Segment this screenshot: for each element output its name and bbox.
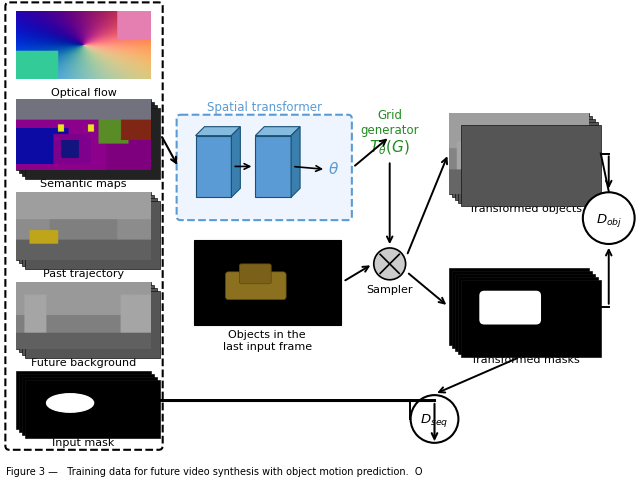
Text: Grid
generator: Grid generator <box>360 109 419 137</box>
Polygon shape <box>291 127 300 197</box>
FancyBboxPatch shape <box>239 264 271 284</box>
FancyBboxPatch shape <box>456 274 595 351</box>
FancyBboxPatch shape <box>449 268 589 345</box>
Text: $D_{seq}$: $D_{seq}$ <box>420 412 449 429</box>
FancyBboxPatch shape <box>19 195 154 263</box>
Text: $D_{obj}$: $D_{obj}$ <box>596 212 622 228</box>
FancyBboxPatch shape <box>458 277 598 355</box>
Text: $T_\theta(G)$: $T_\theta(G)$ <box>369 139 410 157</box>
FancyBboxPatch shape <box>458 122 598 203</box>
Text: Transformed masks: Transformed masks <box>471 355 579 365</box>
FancyBboxPatch shape <box>26 291 160 358</box>
FancyBboxPatch shape <box>22 377 157 435</box>
Circle shape <box>583 192 635 244</box>
FancyBboxPatch shape <box>26 380 160 438</box>
Text: Spatial transformer: Spatial transformer <box>207 101 322 114</box>
Text: Past trajectory: Past trajectory <box>43 269 124 279</box>
Ellipse shape <box>47 394 93 412</box>
Text: Figure 3 —   Training data for future video synthesis with object motion predict: Figure 3 — Training data for future vide… <box>6 467 423 477</box>
FancyBboxPatch shape <box>19 102 154 173</box>
Text: Future background: Future background <box>31 358 136 369</box>
FancyBboxPatch shape <box>22 198 157 266</box>
FancyBboxPatch shape <box>461 280 601 357</box>
Text: $\theta$: $\theta$ <box>328 161 339 177</box>
FancyBboxPatch shape <box>17 192 151 260</box>
Text: Objects in the
last input frame: Objects in the last input frame <box>223 330 312 352</box>
FancyBboxPatch shape <box>479 291 541 325</box>
FancyBboxPatch shape <box>449 113 589 194</box>
Text: Sampler: Sampler <box>367 285 413 295</box>
FancyBboxPatch shape <box>17 282 151 349</box>
FancyBboxPatch shape <box>22 288 157 355</box>
FancyBboxPatch shape <box>196 136 232 197</box>
FancyBboxPatch shape <box>177 115 352 220</box>
FancyBboxPatch shape <box>22 105 157 176</box>
FancyBboxPatch shape <box>456 119 595 200</box>
Text: Transformed objects: Transformed objects <box>468 204 582 214</box>
FancyBboxPatch shape <box>225 272 286 299</box>
Text: Input mask: Input mask <box>52 438 115 448</box>
FancyBboxPatch shape <box>17 99 151 170</box>
Text: Semantic maps: Semantic maps <box>40 179 127 189</box>
FancyBboxPatch shape <box>255 136 291 197</box>
Text: Optical flow: Optical flow <box>51 88 116 98</box>
FancyBboxPatch shape <box>26 201 160 269</box>
FancyBboxPatch shape <box>452 116 592 197</box>
FancyBboxPatch shape <box>452 271 592 348</box>
Polygon shape <box>255 127 300 136</box>
FancyBboxPatch shape <box>26 108 160 179</box>
FancyBboxPatch shape <box>461 125 601 206</box>
Polygon shape <box>196 127 241 136</box>
FancyBboxPatch shape <box>193 240 341 325</box>
Circle shape <box>374 248 406 280</box>
Circle shape <box>411 395 458 443</box>
FancyBboxPatch shape <box>19 374 154 432</box>
FancyBboxPatch shape <box>19 285 154 353</box>
Polygon shape <box>232 127 241 197</box>
FancyBboxPatch shape <box>17 371 151 429</box>
